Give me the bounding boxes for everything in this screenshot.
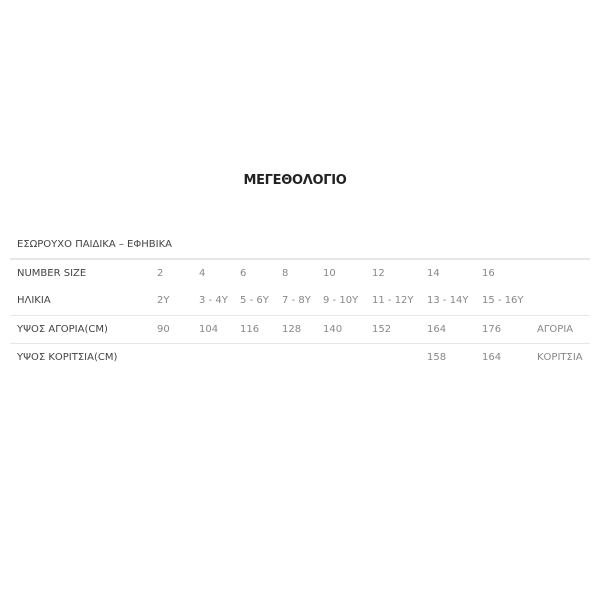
table-cell: 9 - 10Y	[323, 295, 359, 307]
row-label: ΗΛΙΚΙΑ	[17, 295, 51, 307]
table-cell: ΑΓΟΡΙΑ	[537, 323, 574, 335]
table-cell	[530, 259, 590, 287]
table-cell	[150, 343, 192, 371]
table-cell	[316, 343, 365, 371]
table-cell	[530, 287, 590, 315]
table-cell: 13 - 14Y	[427, 295, 469, 307]
row-label: ΥΨΟΣ ΑΓΟΡΙΑ(CM)	[17, 323, 108, 335]
table-cell: 5 - 6Y	[240, 295, 269, 307]
table-cell: 11 - 12Y	[372, 295, 414, 307]
table-cell: 104	[199, 323, 219, 335]
table-row: NUMBER SIZE 2 4 6 8 10 12 14 16	[10, 259, 590, 287]
table-cell: 164	[482, 351, 502, 363]
table-cell: 8	[282, 268, 289, 279]
table-cell	[275, 343, 316, 371]
table-cell: 90	[157, 323, 170, 335]
row-label: ΥΨΟΣ ΚΟΡΙΤΣΙΑ(CM)	[17, 351, 118, 363]
table-row: ΗΛΙΚΙΑ 2Y 3 - 4Y 5 - 6Y 7 - 8Y 9 - 10Y 11 - 12…	[10, 287, 590, 315]
table-cell: 176	[482, 323, 502, 335]
table-cell: 4	[199, 268, 206, 279]
table-cell: 128	[282, 323, 302, 335]
table-cell: 3 - 4Y	[199, 295, 228, 307]
table-row: ΥΨΟΣ ΚΟΡΙΤΣΙΑ(CM) 158 164 ΚΟΡΙΤΣΙΑ	[10, 343, 590, 371]
table-cell: 15 - 16Y	[482, 295, 524, 307]
table-cell	[365, 343, 420, 371]
table-cell: ΚΟΡΙΤΣΙΑ	[537, 351, 583, 363]
table-cell: 2Y	[157, 295, 170, 307]
table-caption: ΕΣΩΡΟΥΧΟ ΠΑΙΔΙΚΑ – ΕΦΗΒΙΚΑ	[17, 239, 172, 250]
table-cell	[192, 343, 233, 371]
size-chart-table: NUMBER SIZE 2 4 6 8 10 12 14 16 ΗΛΙΚΙΑ 2Y 3 - 4Y 5 …	[10, 258, 590, 371]
table-cell: 14	[427, 268, 440, 279]
table-cell: 152	[372, 323, 392, 335]
page-title: ΜΕΓΕΘΟΛΟΓΙΟ	[243, 173, 347, 188]
table-cell: 10	[323, 268, 336, 279]
table-cell: 140	[323, 323, 343, 335]
table-cell: 164	[427, 323, 447, 335]
row-label: NUMBER SIZE	[17, 268, 87, 279]
table-row: ΥΨΟΣ ΑΓΟΡΙΑ(CM) 90 104 116 128 140 152 164 176 ΑΓ…	[10, 315, 590, 343]
table-cell: 2	[157, 268, 164, 279]
table-cell: 6	[240, 268, 247, 279]
table-cell: 158	[427, 351, 447, 363]
table-cell: 16	[482, 268, 495, 279]
table-cell: 116	[240, 323, 260, 335]
table-cell	[233, 343, 275, 371]
table-cell: 12	[372, 268, 385, 279]
table-cell: 7 - 8Y	[282, 295, 311, 307]
